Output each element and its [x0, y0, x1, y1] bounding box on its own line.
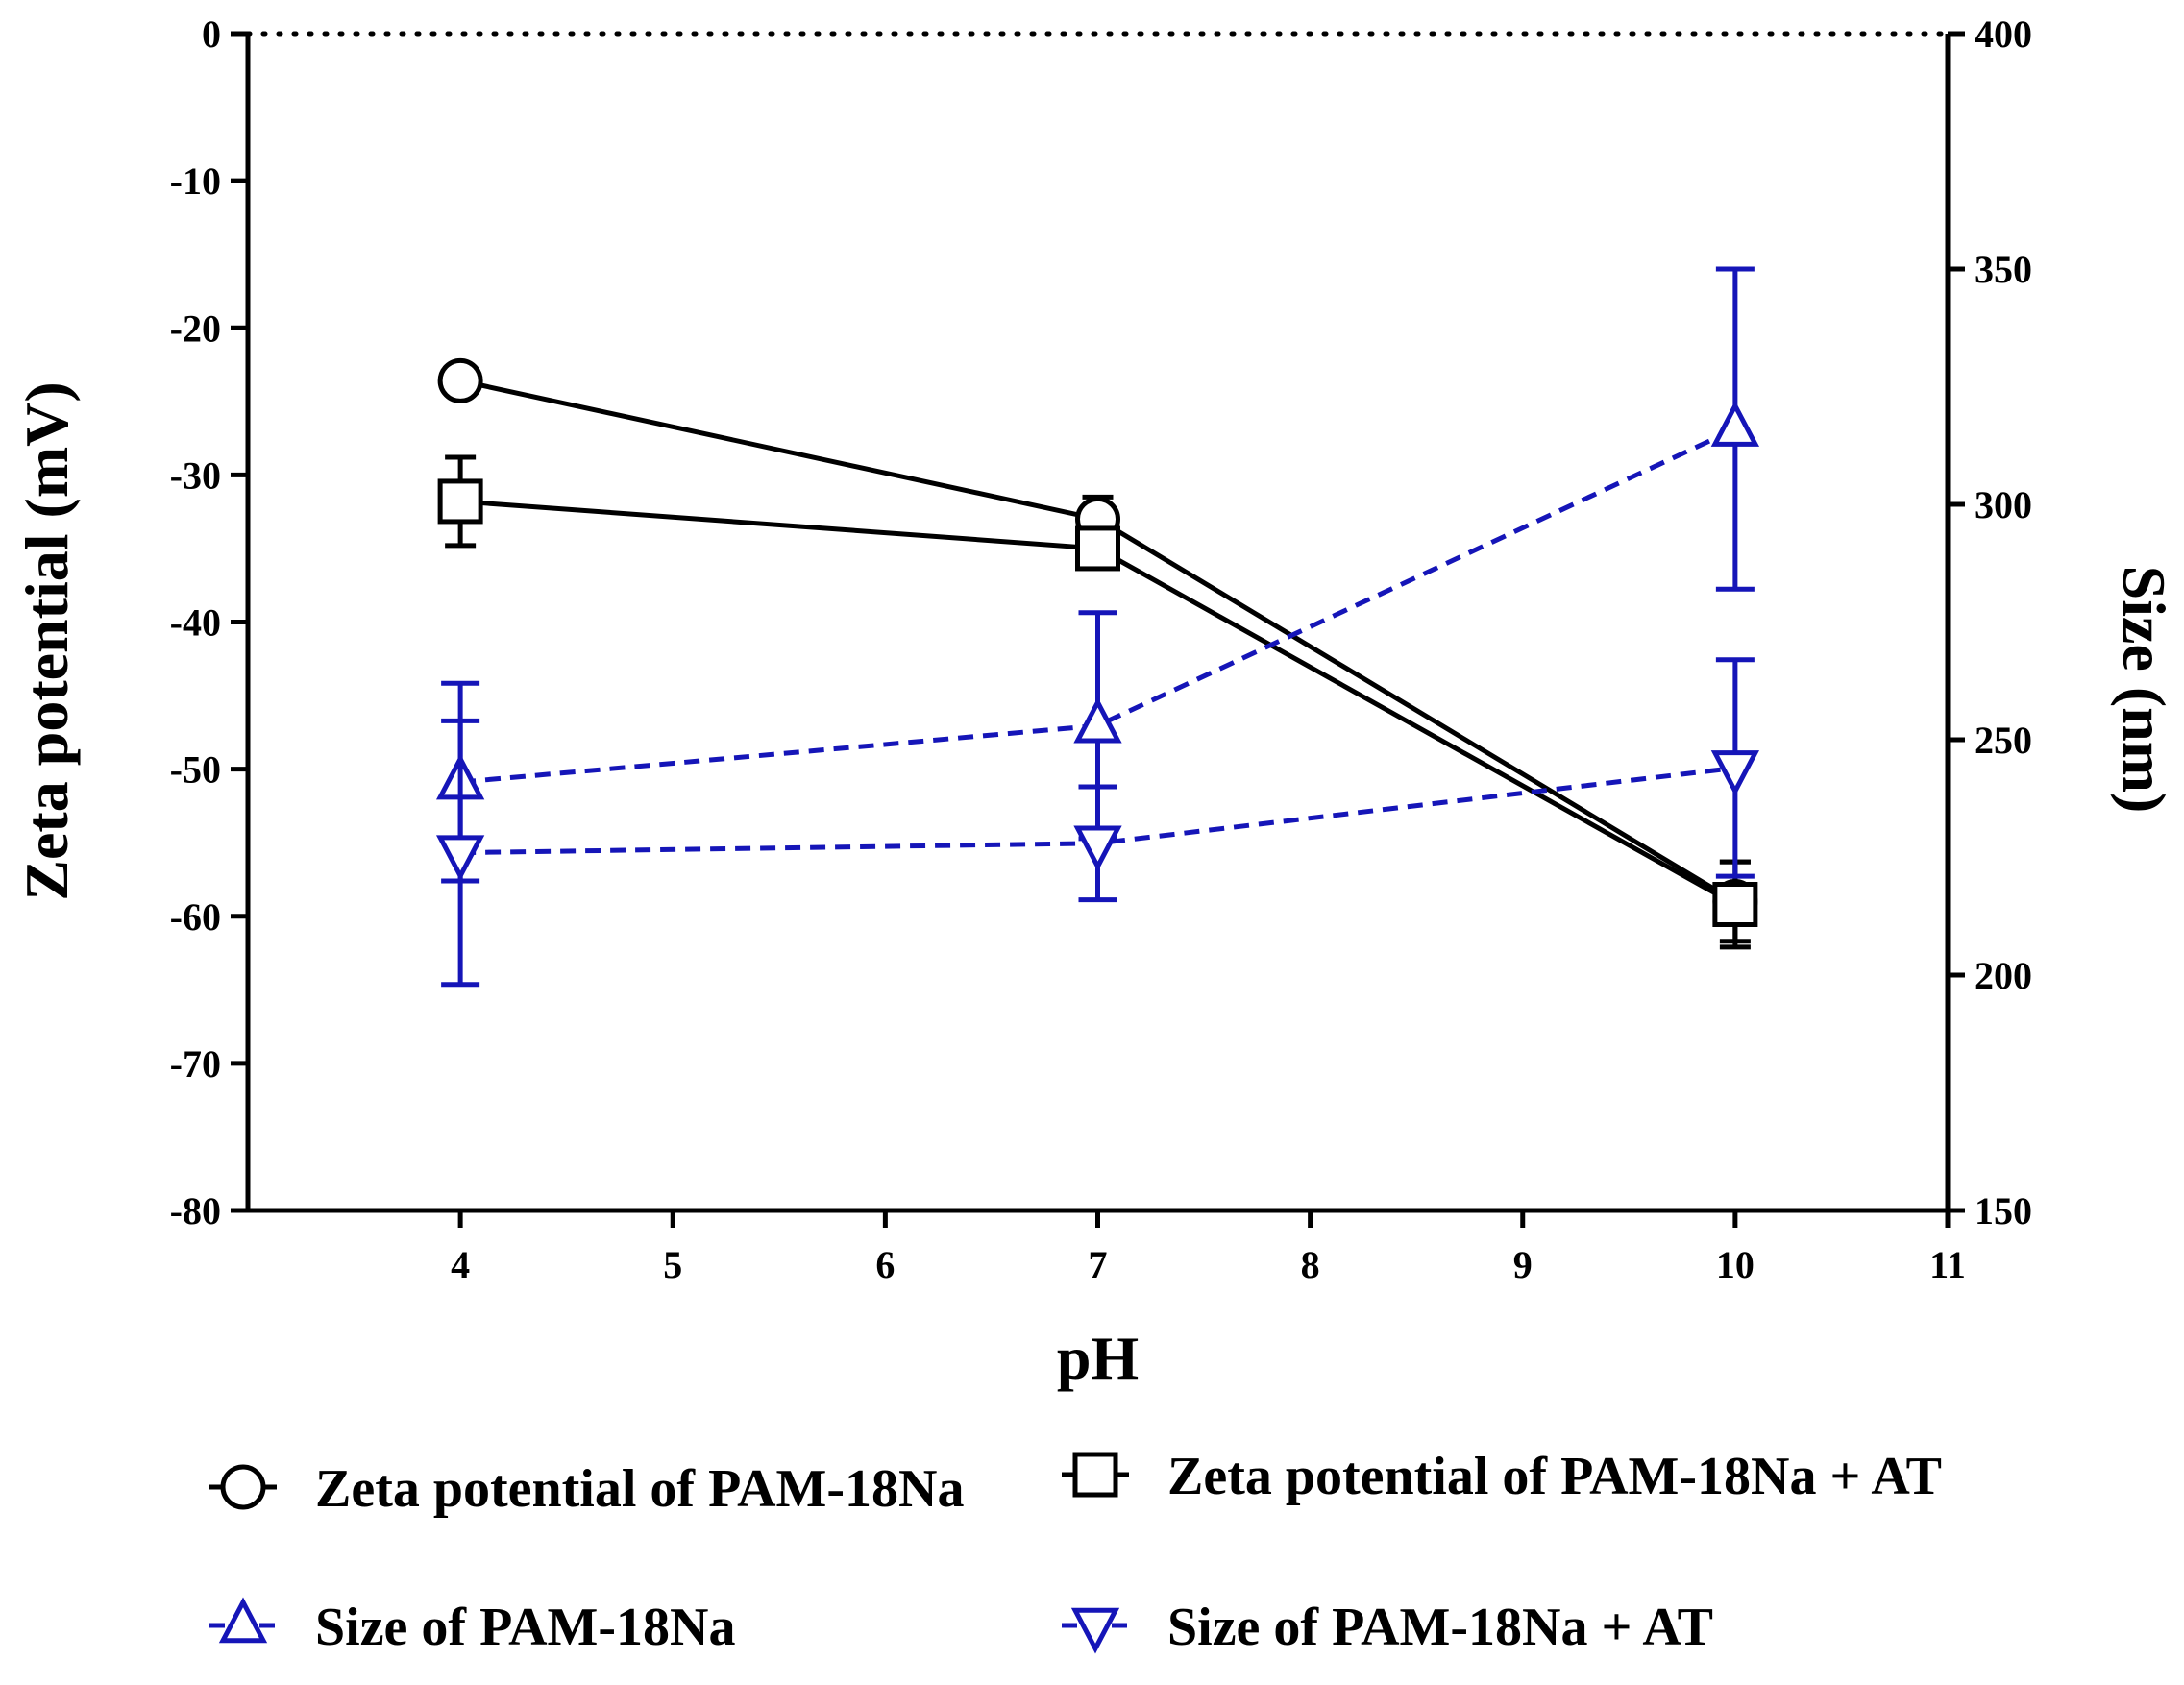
y-tick-label: -40: [170, 601, 221, 645]
y2-tick-label: 150: [1975, 1189, 2032, 1233]
series-4: [435, 657, 1760, 988]
x-tick-label: 11: [1929, 1243, 1966, 1286]
legend-marker-circle: [220, 1464, 266, 1510]
x-tick-label: 8: [1301, 1243, 1320, 1286]
y-tick-label: -80: [170, 1189, 221, 1233]
data-point-triangle-down: [1710, 750, 1760, 796]
x-tick-label: 6: [875, 1243, 895, 1286]
x-axis-ticks: 4 5 6 7 8 9 10 11: [451, 1210, 1966, 1286]
y-axis-title: Zeta potential (mV): [12, 381, 81, 900]
data-point-triangle-down: [435, 835, 485, 882]
y-axis-ticks: 0 -10 -20 -30 -40 -50 -60 -70 -80: [170, 12, 248, 1233]
data-point-square: [1712, 882, 1758, 927]
legend-item-2: Zeta potential of PAM-18Na + AT: [1062, 1447, 1942, 1506]
data-point-square: [437, 478, 483, 525]
legend-item-3: Size of PAM-18Na: [209, 1597, 736, 1657]
legend-marker-square: [1072, 1452, 1118, 1498]
legend-marker-triangle-up: [218, 1597, 268, 1644]
x-tick-label: 9: [1513, 1243, 1533, 1286]
legend-label: Size of PAM-18Na + AT: [1167, 1598, 1713, 1657]
y2-tick-label: 300: [1975, 483, 2032, 526]
y2-axis-ticks: 400 350 300 250 200 150: [1948, 12, 2032, 1233]
data-point-circle: [437, 357, 483, 403]
x-tick-label: 10: [1716, 1243, 1755, 1286]
y-tick-label: -20: [170, 306, 221, 350]
legend-label: Zeta potential of PAM-18Na + AT: [1167, 1447, 1942, 1506]
legend: Zeta potential of PAM-18Na Zeta potential…: [209, 1447, 1942, 1657]
x-tick-label: 5: [663, 1243, 682, 1286]
legend-label: Zeta potential of PAM-18Na: [315, 1459, 965, 1519]
x-tick-label: 4: [451, 1243, 470, 1286]
y2-tick-label: 400: [1975, 12, 2032, 56]
y2-tick-label: 200: [1975, 954, 2032, 997]
data-point-square: [1075, 525, 1120, 572]
y-tick-label: -50: [170, 748, 221, 792]
y-tick-label: 0: [202, 12, 221, 56]
y2-axis-title: Size (nm): [2110, 566, 2178, 814]
data-point-triangle-up: [1710, 401, 1760, 447]
legend-item-1: Zeta potential of PAM-18Na: [209, 1459, 965, 1519]
x-tick-label: 7: [1089, 1243, 1108, 1286]
y-tick-label: -70: [170, 1042, 221, 1086]
x-axis-title: pH: [1057, 1324, 1139, 1392]
y2-tick-label: 250: [1975, 719, 2032, 762]
data-point-triangle-down: [1073, 825, 1122, 872]
series-layer: [435, 266, 1760, 988]
legend-label: Size of PAM-18Na: [315, 1598, 736, 1657]
legend-marker-triangle-down: [1070, 1607, 1120, 1654]
legend-item-4: Size of PAM-18Na + AT: [1062, 1598, 1713, 1657]
data-point-triangle-up: [1073, 696, 1122, 744]
y2-tick-label: 350: [1975, 248, 2032, 291]
y-tick-label: -10: [170, 159, 221, 203]
series-2: [437, 454, 1758, 950]
y-tick-label: -30: [170, 453, 221, 497]
y-tick-label: -60: [170, 895, 221, 939]
